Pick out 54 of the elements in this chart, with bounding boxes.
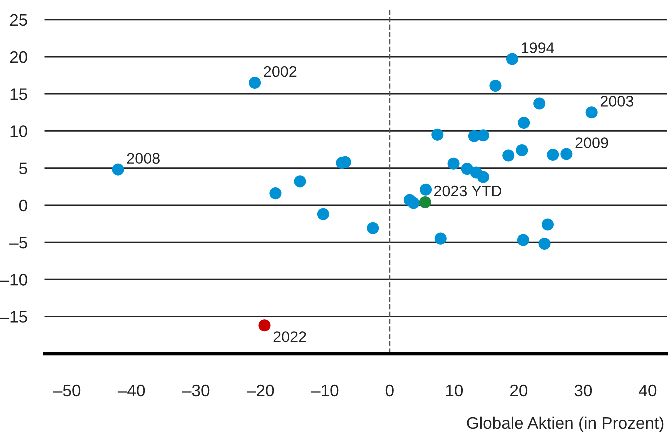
x-tick-label: 40 bbox=[639, 384, 657, 397]
point bbox=[420, 184, 432, 196]
x-tick-label: –50 bbox=[53, 384, 81, 397]
annotation: 2003 bbox=[600, 96, 634, 107]
point bbox=[270, 188, 282, 200]
y-tick-label: 10 bbox=[10, 126, 28, 138]
x-tick-label: –30 bbox=[182, 384, 210, 397]
point bbox=[586, 106, 598, 119]
point bbox=[477, 130, 490, 142]
point bbox=[547, 148, 560, 161]
y-tick-label: 0 bbox=[19, 200, 28, 212]
annotation: 2009 bbox=[576, 138, 608, 148]
point bbox=[477, 171, 490, 184]
y-tick-label: –15 bbox=[0, 311, 28, 323]
x-tick-label: 10 bbox=[446, 384, 464, 397]
point bbox=[419, 196, 432, 208]
point bbox=[432, 128, 444, 141]
x-tick-label: –40 bbox=[118, 384, 146, 397]
y-tick-label: –5 bbox=[10, 237, 28, 249]
annotation: 1994 bbox=[522, 42, 554, 54]
annotation: 2023 YTD bbox=[434, 186, 502, 197]
y-tick-label: 25 bbox=[10, 14, 28, 26]
point bbox=[538, 238, 551, 250]
point bbox=[502, 150, 515, 162]
point bbox=[534, 98, 546, 110]
point bbox=[367, 222, 380, 234]
point bbox=[542, 218, 554, 231]
point bbox=[258, 320, 271, 332]
point bbox=[506, 53, 519, 66]
x-tick-label: –20 bbox=[246, 384, 274, 397]
x-tick-label: –10 bbox=[311, 384, 339, 397]
y-tick-label: –10 bbox=[0, 274, 28, 286]
point bbox=[434, 232, 447, 245]
point bbox=[317, 208, 330, 220]
point bbox=[516, 144, 528, 157]
point bbox=[560, 148, 573, 160]
point bbox=[518, 117, 530, 130]
point bbox=[249, 76, 262, 89]
point bbox=[294, 176, 306, 188]
y-tick-label: 20 bbox=[10, 51, 28, 64]
x-tick-label: 30 bbox=[574, 384, 592, 397]
y-tick-label: 15 bbox=[10, 88, 28, 100]
y-tick-label: 5 bbox=[19, 162, 28, 175]
point bbox=[112, 164, 124, 176]
x-tick-label: 20 bbox=[510, 384, 528, 397]
annotation: 2022 bbox=[274, 332, 306, 342]
annotation: 2008 bbox=[127, 153, 160, 164]
point bbox=[448, 158, 460, 170]
x-axis-title: Globale Aktien (in Prozent) bbox=[467, 416, 664, 432]
annotation: 2002 bbox=[264, 66, 297, 78]
point bbox=[517, 234, 530, 246]
x-tick-label: 0 bbox=[386, 384, 394, 397]
point bbox=[408, 197, 420, 210]
point bbox=[490, 80, 502, 92]
